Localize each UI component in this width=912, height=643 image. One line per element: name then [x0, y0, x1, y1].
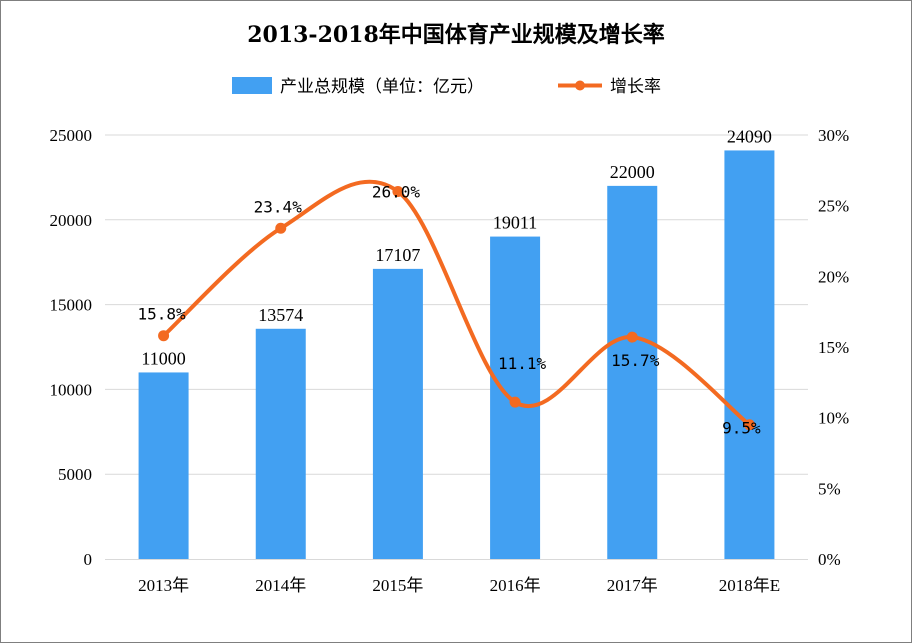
growth-rate-point: [509, 396, 521, 408]
legend-line-marker: [575, 80, 585, 91]
right-tick-label: 15%: [818, 338, 849, 357]
left-tick-label: 20000: [50, 211, 93, 230]
bar-value-label: 19011: [493, 213, 537, 233]
right-tick-label: 0%: [818, 550, 841, 569]
growth-rate-point: [743, 419, 755, 431]
growth-rate-label: 23.4%: [254, 197, 303, 216]
bar: [138, 372, 189, 559]
left-tick-label: 0: [84, 550, 93, 569]
right-tick-label: 5%: [818, 479, 841, 498]
chart-title: 2013-2018年中国体育产业规模及增长率: [247, 22, 665, 48]
right-tick-label: 20%: [818, 267, 849, 286]
bar-value-label: 13574: [258, 305, 303, 325]
bar-value-label: 22000: [610, 162, 655, 182]
line-series: [158, 179, 755, 431]
x-tick-label: 2018年E: [719, 576, 780, 595]
bar: [607, 185, 658, 559]
growth-rate-label: 11.1%: [498, 354, 547, 373]
bar-series: [138, 150, 775, 560]
gridlines: [105, 134, 808, 475]
right-tick-label: 10%: [818, 409, 849, 428]
growth-rate-label: 9.5%: [722, 419, 761, 438]
left-tick-label: 10000: [50, 380, 93, 399]
left-axis: 0 5000 10000 15000 20000 25000: [50, 126, 93, 569]
right-axis: 0% 5% 10% 15% 20% 25% 30%: [818, 126, 849, 569]
x-tick-label: 2014年: [255, 576, 306, 595]
right-tick-label: 30%: [818, 126, 849, 145]
data-labels: 11000 13574 17107 19011 22000 24090 15.8% 23.4%…: [137, 126, 771, 437]
bar-value-label: 24090: [727, 126, 772, 146]
growth-rate-point: [275, 222, 287, 234]
left-tick-label: 5000: [58, 465, 92, 484]
bar: [372, 268, 423, 559]
growth-rate-label: 15.8%: [137, 305, 186, 324]
bar-value-label: 11000: [141, 348, 185, 368]
x-tick-label: 2017年: [607, 576, 658, 595]
x-tick-label: 2016年: [490, 576, 541, 595]
legend-bar-swatch: [232, 77, 272, 94]
growth-rate-point: [158, 330, 170, 342]
bar: [255, 328, 306, 559]
right-tick-label: 25%: [818, 197, 849, 216]
growth-rate-point: [392, 186, 404, 198]
growth-rate-label: 26.0%: [372, 183, 421, 202]
legend: 产业总规模（单位：亿元） 增长率: [232, 77, 661, 97]
growth-rate-label: 15.7%: [611, 351, 660, 370]
left-tick-label: 25000: [50, 126, 93, 145]
x-tick-label: 2013年: [138, 576, 189, 595]
legend-bar-label: 产业总规模（单位：亿元）: [280, 77, 484, 97]
growth-rate-line: [162, 179, 751, 427]
growth-rate-point: [626, 331, 638, 343]
bar-value-label: 17107: [375, 245, 420, 265]
left-tick-label: 15000: [50, 296, 93, 315]
x-tick-label: 2015年: [372, 576, 423, 595]
bar: [724, 150, 775, 559]
x-axis: 2013年 2014年 2015年 2016年 2017年 2018年E: [105, 559, 808, 595]
legend-line-label: 增长率: [610, 77, 661, 97]
